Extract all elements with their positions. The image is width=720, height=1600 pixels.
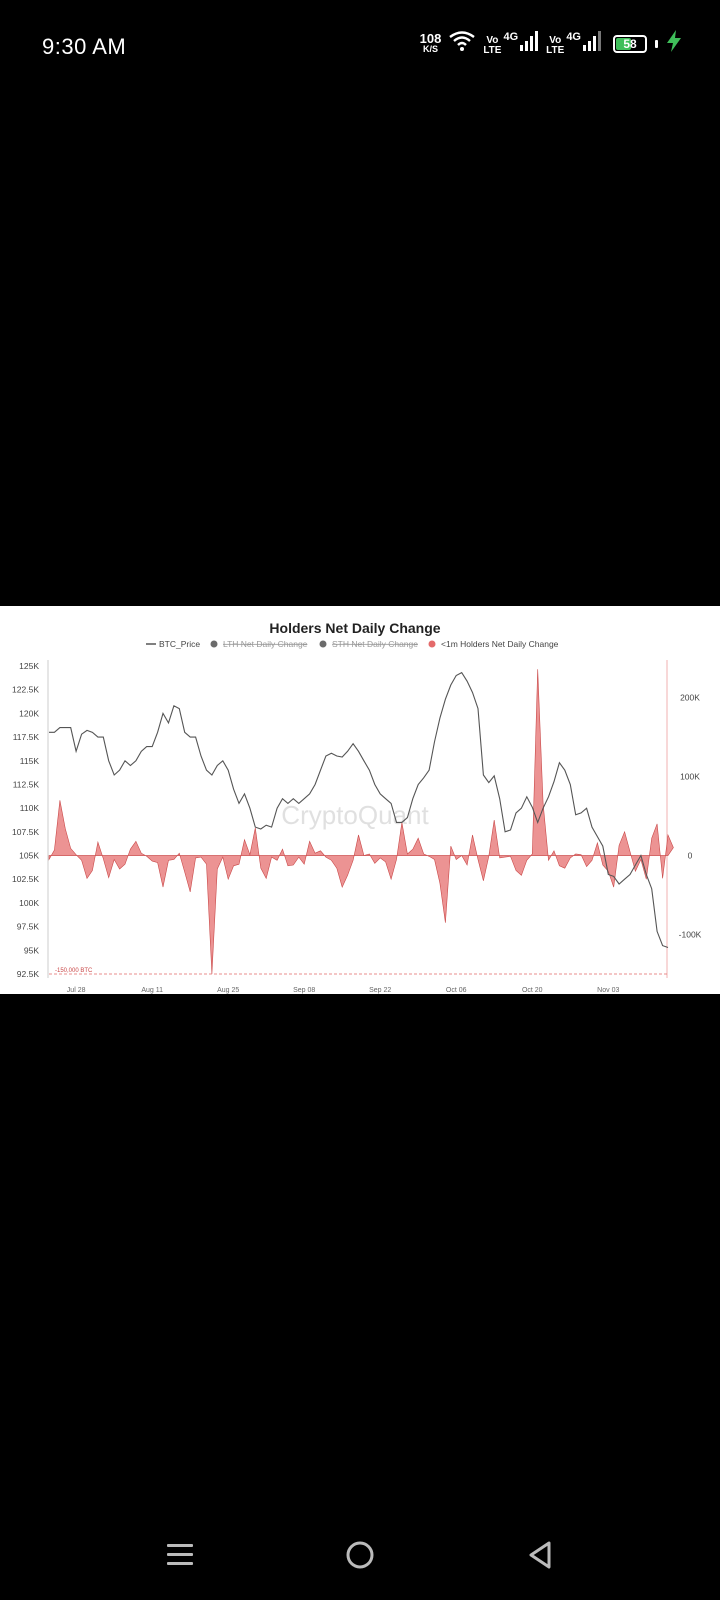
x-tick-label: Aug 25 [217,987,239,994]
y-left-tick-label: 100K [19,898,39,908]
y-left-tick-label: 112.5K [13,779,40,789]
reference-line-layer: -150,000 BTC [49,968,668,975]
holders-net-daily-change-chart: Holders Net Daily Change BTC_Price LTH Ne… [12,620,702,994]
sim2-signal: Vo LTE 4G [546,31,601,56]
y-left-tick-label: 110K [20,803,40,813]
x-tick-label: Sep 22 [369,987,391,994]
status-time: 9:30 AM [42,34,127,59]
legend-label: BTC_Price [159,639,200,649]
sim2-tech: 4G [566,31,581,43]
holders-area-layer [48,669,674,975]
holders-net-change-area [48,669,674,975]
sim1-signal: Vo LTE 4G [483,31,539,56]
y-left-tick-label: 117.5K [13,732,40,742]
sim1-volte-bottom: LTE [483,45,502,56]
legend-dot-marker [210,640,218,648]
battery-level: 58 [623,36,637,51]
right-axis: 200K 100K 0 -100K [679,693,702,940]
x-tick-label: Sep 08 [293,987,315,994]
navigation-bar [0,1520,720,1600]
y-left-tick-label: 122.5K [12,685,39,695]
x-tick-label: Jul 28 [67,987,86,994]
chart-watermark: CryptoQuant [281,800,429,830]
y-left-tick-label: 92.5K [17,969,40,979]
sim2-volte-top: Vo [549,35,562,46]
x-tick-label: Oct 20 [522,987,543,994]
home-button[interactable] [330,1532,390,1582]
y-left-tick-label: 115K [20,756,40,766]
x-tick-label: Nov 03 [597,987,619,994]
charging-bolt-icon [666,30,682,57]
y-left-tick-label: 95K [24,945,39,955]
y-right-tick-label: 0 [688,851,693,861]
battery-cap [655,39,658,48]
chart-title: Holders Net Daily Change [269,620,440,636]
back-icon [525,1540,555,1575]
status-bar: 9:30 AM 108 K/S Vo LTE 4G [0,0,720,96]
signal-icon [583,31,601,56]
chart-legend: BTC_Price LTH Net Daily Change STH Net Dai… [146,639,559,649]
y-left-tick-label: 125K [19,661,39,671]
y-right-tick-label: 200K [680,693,700,703]
legend-dot-marker [319,640,327,648]
y-left-tick-label: 102.5K [12,874,39,884]
signal-icon [520,31,539,56]
wifi-icon [449,31,476,56]
x-axis: Jul 28 Aug 11 Aug 25 Sep 08 Sep 22 Oct 06 Oct … [67,987,620,994]
price-line-layer [49,671,669,949]
back-button[interactable] [510,1532,570,1582]
y-left-tick-label: 105K [19,851,39,861]
sim2-volte-bottom: LTE [546,45,565,56]
legend-label: LTH Net Daily Change [223,639,308,649]
chart-panel: Holders Net Daily Change BTC_Price LTH Ne… [0,606,720,994]
network-speed-value: 108 [419,30,442,46]
menu-icon [165,1540,195,1575]
left-axis: 125K 122.5K 120K 117.5K 115K 112.5K 110K 107.5K… [12,661,39,979]
y-right-tick-label: 100K [680,772,700,782]
sim1-volte: Vo LTE [483,36,501,56]
battery-icon: 58 [613,34,647,53]
sim1-tech: 4G [503,31,519,43]
menu-button[interactable] [150,1532,210,1582]
reference-line-label: -150,000 BTC [55,968,93,974]
sim2-volte: Vo LTE [546,36,564,56]
home-icon [345,1540,375,1575]
sim1-volte-top: Vo [486,35,499,46]
battery-fill [616,37,632,50]
x-tick-label: Aug 11 [141,987,163,994]
legend-dot-marker [428,640,436,648]
legend-label: STH Net Daily Change [332,639,418,649]
network-speed-unit: K/S [422,43,438,54]
btc-price-line [49,671,669,949]
y-left-tick-label: 97.5K [17,922,40,932]
y-right-tick-label: -100K [679,930,702,940]
status-icons: 108 K/S Vo LTE 4G [420,30,682,57]
x-tick-label: Oct 06 [446,987,467,994]
y-left-tick-label: 120K [19,708,39,718]
network-speed: 108 K/S [419,30,442,55]
legend-label: <1m Holders Net Daily Change [441,639,559,649]
y-left-tick-label: 107.5K [12,827,39,837]
